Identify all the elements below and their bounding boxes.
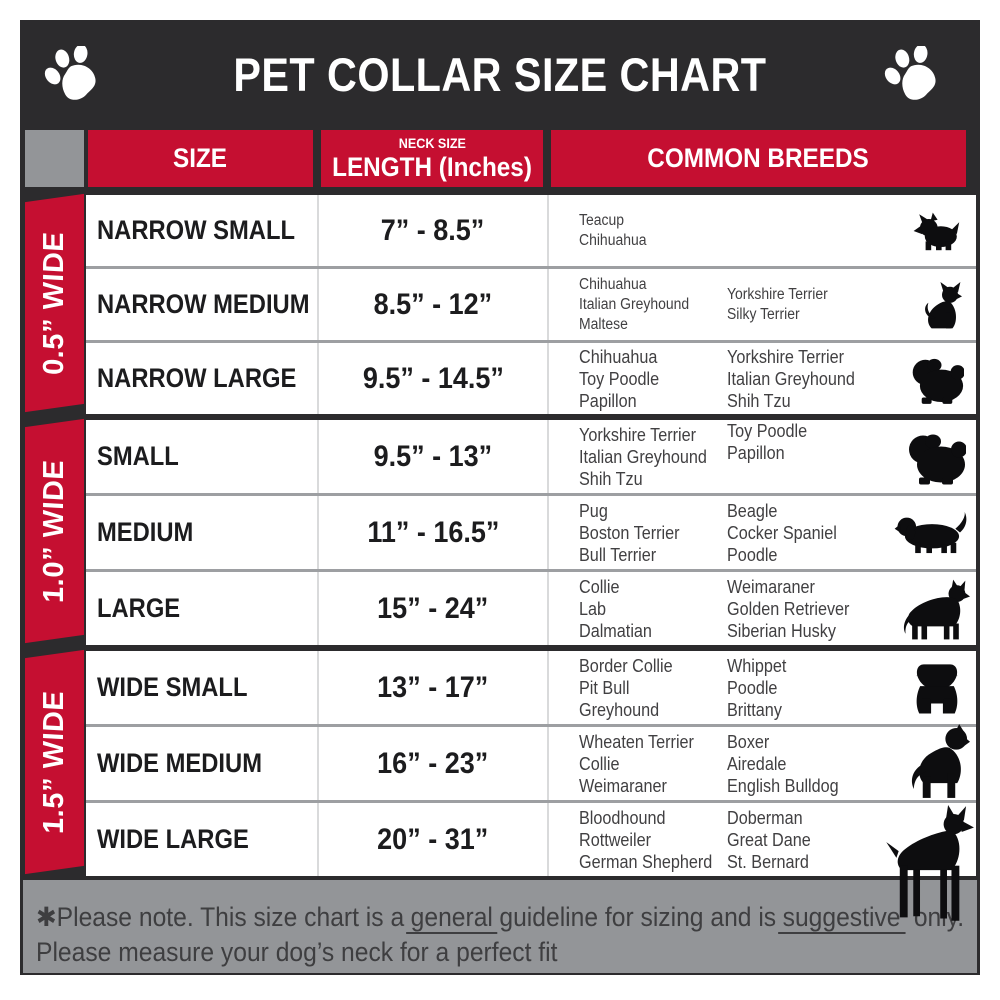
- footer-line-2: Please measure your dog’s neck for a per…: [36, 937, 558, 967]
- page-title: PET COLLAR SIZE CHART: [233, 47, 767, 101]
- breeds-cell: Wheaten Terrier Collie Weimaraner Boxer Air…: [549, 724, 976, 800]
- underlined-word: general: [406, 902, 498, 934]
- breeds-cell: Border Collie Pit Bull Greyhound Whippet Po…: [549, 651, 976, 724]
- column-header-common-breeds: COMMON BREEDS: [551, 130, 966, 187]
- table-row: SMALL 9.5” - 13” Yorkshire Terrier Italia…: [86, 420, 976, 496]
- row-group-1.5in: WIDE SMALL 13” - 17” Border Collie Pit Bu…: [86, 651, 976, 921]
- neck-range: 7” - 8.5”: [319, 195, 549, 266]
- table-row: NARROW LARGE 9.5” - 14.5” Chihuahua Toy P…: [86, 343, 976, 414]
- table-row: NARROW SMALL 7” - 8.5” Teacup Chihuahua: [86, 195, 976, 269]
- size-label: WIDE LARGE: [86, 803, 319, 876]
- dachshund-icon: [894, 512, 970, 554]
- breeds-cell: Teacup Chihuahua: [549, 195, 976, 266]
- paw-icon: [42, 44, 100, 104]
- table-row: WIDE LARGE 20” - 31” Bloodhound Rottweile…: [86, 803, 976, 921]
- neck-range: 9.5” - 13”: [319, 420, 549, 493]
- shih-tzu-icon: [906, 430, 966, 486]
- neck-range: 20” - 31”: [319, 803, 549, 876]
- size-label: WIDE SMALL: [86, 651, 319, 724]
- table-row: WIDE MEDIUM 16” - 23” Wheaten Terrier Col…: [86, 724, 976, 803]
- size-label: LARGE: [86, 572, 319, 645]
- column-header-size: SIZE: [88, 130, 313, 187]
- underlined-word: suggestive: [777, 902, 906, 934]
- breeds-cell: Pug Boston Terrier Bull Terrier Beagle Cock…: [549, 496, 976, 569]
- pitbull-icon: [906, 721, 970, 801]
- size-label: NARROW LARGE: [86, 343, 319, 414]
- width-bar-0.5in: 0.5” WIDE: [25, 193, 84, 413]
- neck-range: 11” - 16.5”: [319, 496, 549, 569]
- size-chart-poster: PET COLLAR SIZE CHART SIZE NECK SIZE LEN…: [20, 20, 980, 975]
- size-label: NARROW MEDIUM: [86, 269, 319, 340]
- chihuahua-icon: [914, 281, 962, 331]
- table-row: WIDE SMALL 13” - 17” Border Collie Pit Bu…: [86, 651, 976, 727]
- doberman-icon: [884, 805, 974, 923]
- table-row: NARROW MEDIUM 8.5” - 12” Chihuahua Italia…: [86, 269, 976, 343]
- breeds-cell: Chihuahua Toy Poodle Papillon Yorkshire Te…: [549, 343, 976, 414]
- row-group-0.5in: NARROW SMALL 7” - 8.5” Teacup Chihuahua N…: [86, 195, 976, 414]
- size-label: MEDIUM: [86, 496, 319, 569]
- column-header-neck-size: NECK SIZE LENGTH (Inches): [321, 130, 543, 187]
- row-group-1.0in: SMALL 9.5” - 13” Yorkshire Terrier Italia…: [86, 420, 976, 645]
- corner-spacer: [25, 130, 84, 187]
- width-bar-1.0in: 1.0” WIDE: [25, 418, 84, 644]
- breeds-cell: Bloodhound Rottweiler German Shepherd Dobe…: [549, 803, 976, 921]
- width-bar-1.5in: 1.5” WIDE: [25, 649, 84, 875]
- yorkshire-terrier-icon: [912, 209, 960, 253]
- table-row: MEDIUM 11” - 16.5” Pug Boston Terrier Bull…: [86, 496, 976, 572]
- footer-note: ✱Please note. This size chart is a genera…: [23, 880, 977, 973]
- size-label: WIDE MEDIUM: [86, 727, 319, 800]
- asterisk-mark: ✱: [36, 902, 57, 932]
- breeds-cell: Chihuahua Italian Greyhound Maltese Yorksh…: [549, 269, 976, 340]
- paw-icon: [882, 44, 940, 104]
- footer-line-1: ✱Please note. This size chart is a genera…: [36, 902, 965, 934]
- neck-range: 9.5” - 14.5”: [319, 343, 549, 414]
- breeds-cell: Yorkshire Terrier Italian Greyhound Shih T…: [549, 420, 976, 493]
- bulldog-icon: [912, 659, 962, 717]
- size-label: NARROW SMALL: [86, 195, 319, 266]
- neck-range: 16” - 23”: [319, 727, 549, 800]
- neck-range: 13” - 17”: [319, 651, 549, 724]
- banner: PET COLLAR SIZE CHART: [20, 20, 980, 128]
- shih-tzu-icon: [910, 355, 964, 405]
- breeds-cell: Collie Lab Dalmatian Weimaraner Golden Retr…: [549, 572, 976, 645]
- size-label: SMALL: [86, 420, 319, 493]
- table-row: LARGE 15” - 24” Collie Lab Dalmatian Weima…: [86, 572, 976, 645]
- neck-range: 8.5” - 12”: [319, 269, 549, 340]
- shepherd-dog-icon: [900, 579, 970, 641]
- neck-range: 15” - 24”: [319, 572, 549, 645]
